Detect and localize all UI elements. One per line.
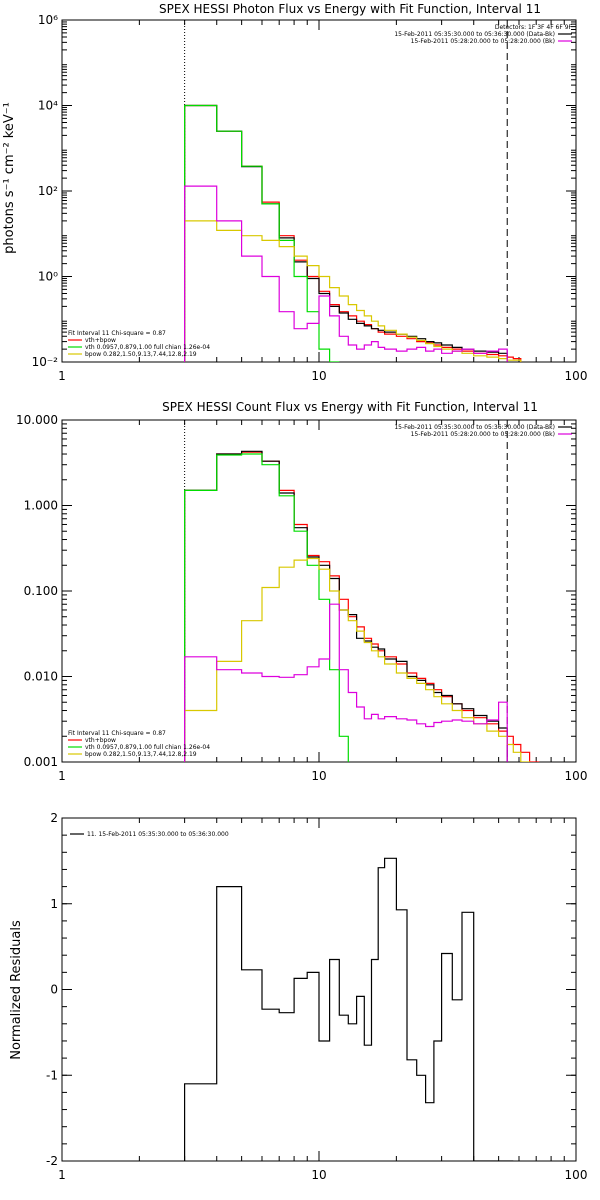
legend-entry: 11. 15-Feb-2011 05:35:30.000 to 05:36:30…	[87, 831, 229, 838]
x-tick-label: 10	[311, 1168, 326, 1182]
x-tick-label: 100	[565, 1168, 588, 1182]
y-axis-label: Normalized Residuals	[9, 920, 24, 1060]
x-tick-label: 1	[58, 769, 66, 783]
legend-header: Fit Interval 11 Chi-square = 0.87	[68, 730, 166, 737]
y-tick-label: 10⁶	[38, 13, 58, 27]
x-tick-label: 10	[311, 769, 326, 783]
series-3-step-line	[184, 220, 522, 362]
chart-title: SPEX HESSI Photon Flux vs Energy with Fi…	[159, 2, 541, 16]
legend-entry: vth+bpow	[85, 337, 116, 344]
legend-entry: vth 0.0957,0.879,1.00 full chian 1.26e-0…	[85, 344, 210, 351]
x-tick-label: 10	[311, 369, 326, 383]
y-tick-label: 1.000	[24, 499, 58, 513]
y-tick-label: 10⁻²	[32, 355, 59, 369]
x-tick-label: 100	[565, 769, 588, 783]
y-tick-label: 0.010	[24, 670, 58, 684]
legend-title: Detectors: 1F 3F 4F 6F 9F	[495, 24, 573, 31]
axis-ticks: 1 10 100 -2 -1 0 1 2	[46, 811, 587, 1182]
y-tick-label: 1	[50, 897, 58, 911]
series-4-step-line	[184, 185, 508, 362]
y-tick-label: 10⁴	[38, 99, 58, 113]
legend-header: Fit Interval 11 Chi-square = 0.87	[68, 330, 166, 337]
y-tick-label: -2	[46, 1154, 58, 1168]
y-tick-label: 2	[50, 811, 58, 825]
chart-title: SPEX HESSI Count Flux vs Energy with Fit…	[162, 400, 538, 414]
x-tick-label: 100	[565, 369, 588, 383]
y-tick-label: 10²	[38, 184, 58, 198]
legend-entry: vth 0.0957,0.879,1.00 full chian 1.26e-0…	[85, 744, 210, 751]
axis-ticks: 1 10 100 0.001 0.010 0.100 1.000 10.000	[16, 413, 587, 783]
legend-entry: 15-Feb-2011 05:28:20.000 to 05:28:20.000…	[411, 431, 555, 438]
y-tick-label: -1	[46, 1068, 58, 1082]
y-tick-label: 0	[50, 983, 58, 997]
axis-ticks: 1 10 100 10⁻² 10⁰ 10² 10⁴ 10⁶	[32, 13, 588, 383]
y-tick-label: 10.000	[16, 413, 58, 427]
series-4-step-line	[184, 603, 508, 762]
series-1-step-line	[184, 104, 508, 362]
legend: 11. 15-Feb-2011 05:35:30.000 to 05:36:30…	[70, 831, 229, 838]
series-1-step-line	[184, 450, 508, 762]
y-tick-label: 0.001	[24, 755, 58, 769]
y-axis-label: photons s⁻¹ cm⁻² keV⁻¹	[2, 102, 17, 254]
count-flux-panel: SPEX HESSI Count Flux vs Energy with Fit…	[16, 400, 587, 783]
legend: 15-Feb-2011 05:35:30.000 to 05:36:30.000…	[68, 424, 572, 758]
legend-entry: 15-Feb-2011 05:35:30.000 to 05:36:30.000…	[394, 424, 555, 431]
plot-area	[184, 857, 514, 1161]
residuals-panel: Normalized Residuals 1 10 100 -2 -1 0 1 2 11. 1…	[9, 811, 587, 1182]
series-0-step-line	[184, 857, 514, 1161]
photon-flux-panel: SPEX HESSI Photon Flux vs Energy with Fi…	[2, 2, 587, 383]
legend-entry: 15-Feb-2011 05:35:30.000 to 05:36:30.000…	[394, 31, 555, 38]
legend-entry: 15-Feb-2011 05:28:20.000 to 05:28:20.000…	[411, 38, 555, 45]
series-0-step-line	[184, 104, 522, 362]
legend-entry: vth+bpow	[85, 737, 116, 744]
x-tick-label: 1	[58, 1168, 66, 1182]
x-tick-label: 1	[58, 369, 66, 383]
plot-area	[184, 20, 522, 362]
series-3-step-line	[184, 557, 540, 762]
legend-entry: bpow 0.282,1.50,9.13,7.44,12.8,2.19	[85, 351, 197, 358]
series-2-step-line	[184, 453, 358, 762]
plot-area	[184, 420, 540, 762]
y-tick-label: 0.100	[24, 584, 58, 598]
y-tick-label: 10⁰	[38, 270, 58, 284]
legend-entry: bpow 0.282,1.50,9.13,7.44,12.8,2.19	[85, 751, 197, 758]
